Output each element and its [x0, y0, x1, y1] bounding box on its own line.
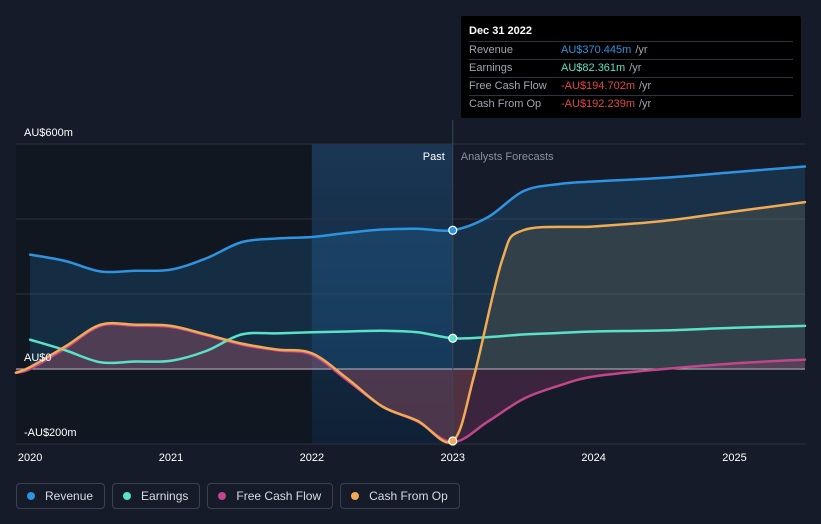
y-tick-label: AU$600m [24, 127, 73, 139]
legend-item-earnings[interactable]: Earnings [112, 483, 201, 509]
series-line-earnings [28, 324, 807, 365]
marker-cash-from-op [448, 436, 458, 446]
tooltip-unit: /yr [635, 44, 648, 56]
marker-earnings [448, 333, 458, 343]
tooltip-value: AU$370.445m [561, 44, 632, 56]
legend-dot-icon [218, 492, 227, 500]
tooltip-label: Free Cash Flow [469, 80, 547, 92]
tooltip-unit: /yr [639, 98, 652, 110]
x-tick-label: 2024 [581, 452, 605, 464]
y-tick-label: -AU$200m [24, 427, 77, 439]
tooltip-unit: /yr [639, 80, 652, 92]
tooltip-value: -AU$192.239m [561, 98, 635, 110]
free-cash-flow-area [16, 324, 805, 443]
x-tick-label: 2022 [300, 452, 324, 464]
forecast-label: Analysts Forecasts [461, 151, 554, 163]
tooltip-unit: /yr [629, 62, 642, 74]
tooltip-row-free-cash-flow: Free Cash Flow -AU$194.702m /yr [469, 78, 793, 96]
y-tick-label: AU$0 [24, 352, 52, 364]
legend-label: Revenue [45, 489, 94, 503]
x-tick-label: 2021 [159, 452, 183, 464]
tooltip-label: Earnings [469, 62, 513, 74]
tooltip-value: -AU$194.702m [561, 80, 635, 92]
tooltip-row-revenue: Revenue AU$370.445m /yr [469, 42, 793, 60]
tooltip-row-cash-from-op: Cash From Op -AU$192.239m /yr [469, 96, 793, 113]
x-tick-label: 2023 [441, 452, 465, 464]
past-label: Past [423, 151, 445, 163]
x-tick-label: 2020 [18, 452, 42, 464]
tooltip-value: AU$82.361m [561, 62, 626, 74]
legend-label: Cash From Op [369, 489, 448, 503]
x-tick-label: 2025 [722, 452, 746, 464]
cash-from-op-area [16, 202, 805, 443]
tooltip-date: Dec 31 2022 [469, 24, 793, 42]
tooltip-label: Revenue [469, 44, 514, 56]
legend-dot-icon [123, 492, 132, 500]
legend-item-revenue[interactable]: Revenue [16, 483, 106, 509]
legend-dot-icon [27, 492, 35, 500]
legend-label: Free Cash Flow [236, 489, 322, 503]
series-line-cash-from-op [14, 200, 807, 444]
legend-item-cash-from-op[interactable]: Cash From Op [340, 483, 460, 509]
legend-dot-icon [351, 492, 360, 500]
tooltip: Dec 31 2022 Revenue AU$370.445m /yr Earn… [461, 16, 801, 118]
revenue-area [30, 166, 805, 369]
marker-revenue [448, 225, 458, 235]
tooltip-label: Cash From Op [469, 98, 542, 110]
legend: Revenue Earnings Free Cash Flow Cash Fro… [16, 483, 460, 511]
legend-label: Earnings [141, 489, 189, 503]
legend-item-free-cash-flow[interactable]: Free Cash Flow [207, 483, 334, 509]
series-line-revenue [28, 165, 807, 274]
tooltip-row-earnings: Earnings AU$82.361m /yr [469, 60, 793, 78]
